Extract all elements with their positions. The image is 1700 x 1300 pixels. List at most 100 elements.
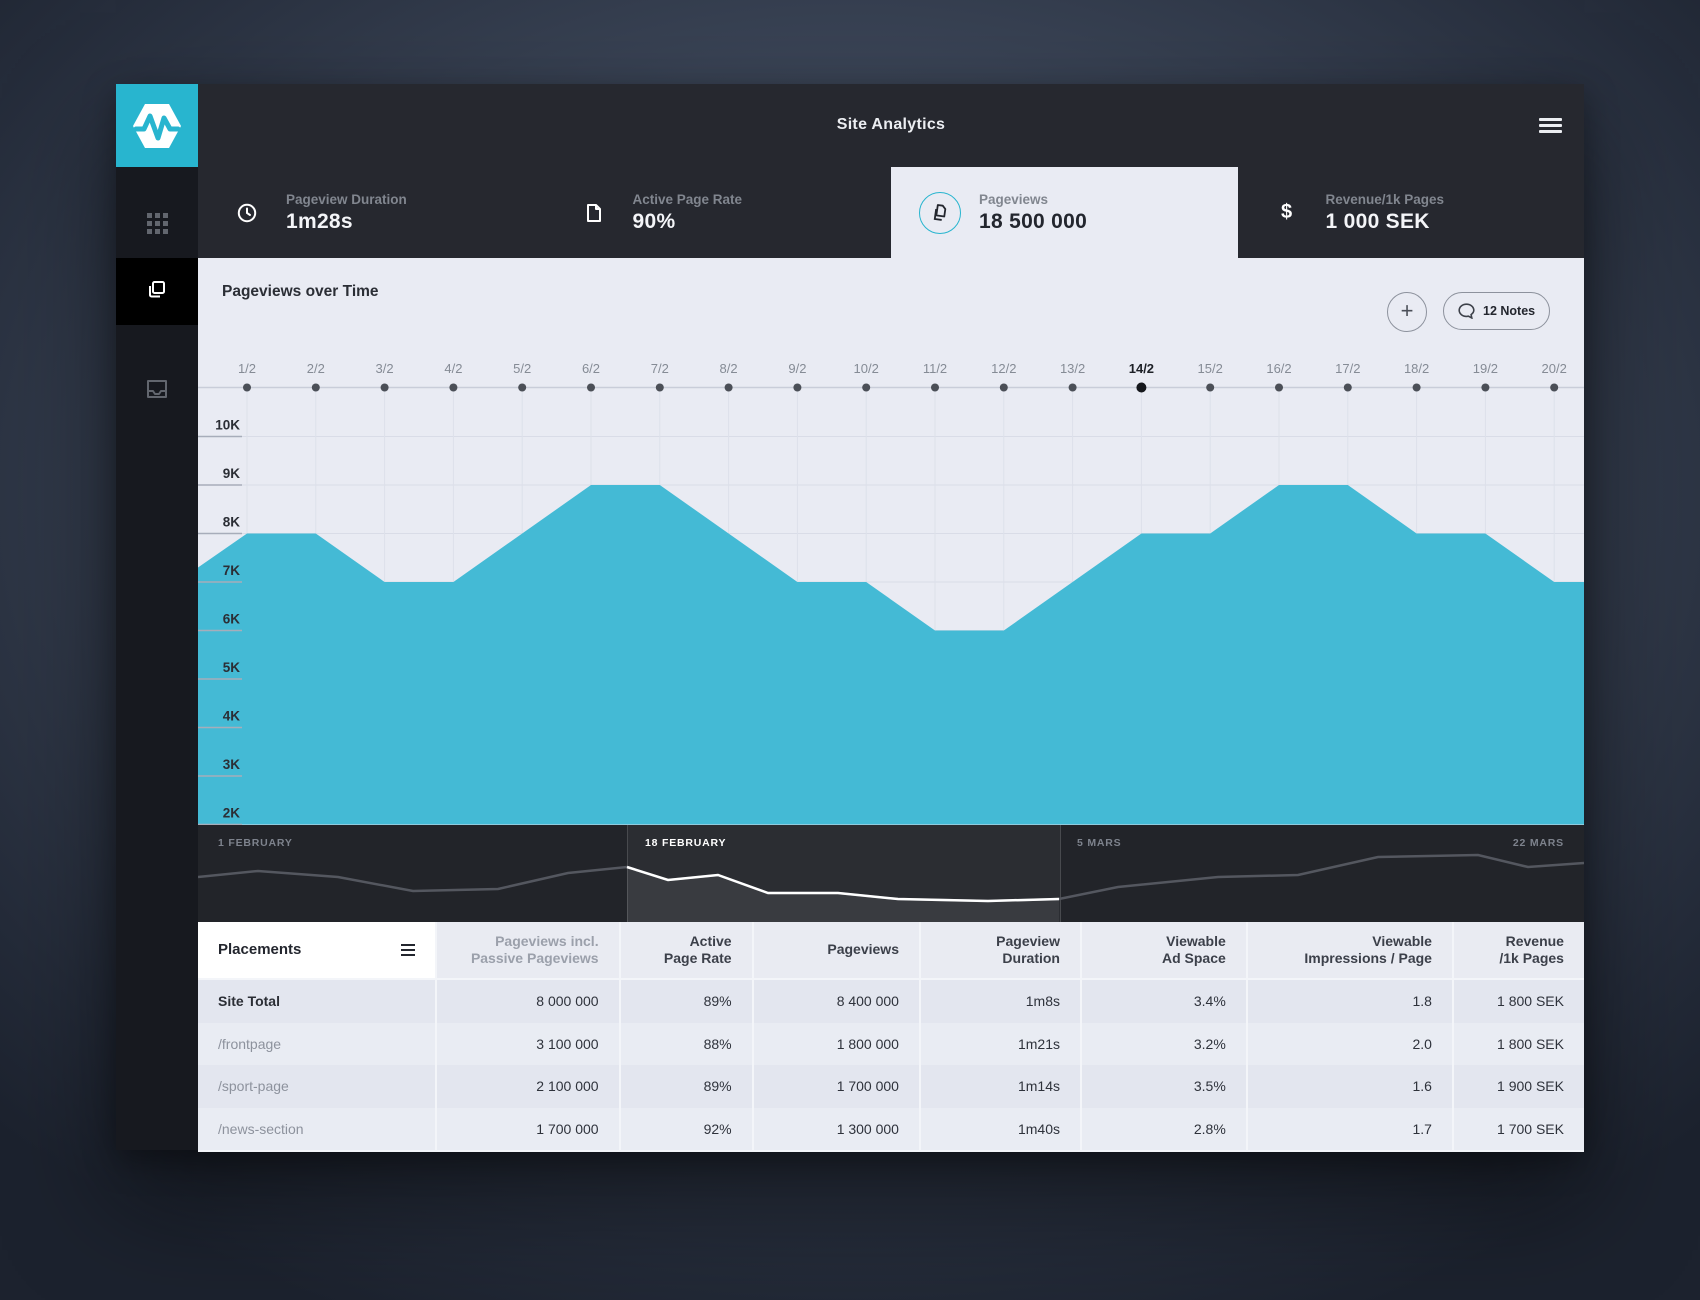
date-dot[interactable]	[311, 383, 320, 392]
kpi-value: 1 000 SEK	[1325, 209, 1430, 233]
kpi-label: Pageview Duration	[286, 191, 407, 207]
x-axis-label[interactable]: 7/2	[651, 361, 669, 376]
date-dot[interactable]	[793, 383, 802, 392]
kpi-tab-pageview-duration[interactable]: Pageview Duration 1m28s	[198, 167, 545, 258]
table-cell: 89%	[618, 1065, 752, 1108]
scrubber-date-label: 22 MARS	[1512, 837, 1564, 849]
sparkline-active	[626, 865, 1060, 903]
column-header-revenue[interactable]: Revenue/1k Pages	[1451, 922, 1584, 980]
add-note-button[interactable]: +	[1387, 292, 1427, 332]
date-dot[interactable]	[1412, 383, 1421, 392]
table-cell: 3 100 000	[435, 1022, 619, 1065]
date-dot[interactable]	[1275, 383, 1283, 392]
x-axis-label[interactable]: 19/2	[1473, 361, 1498, 376]
x-axis-label[interactable]: 4/2	[444, 361, 462, 376]
date-dot[interactable]	[931, 383, 939, 392]
column-header-label: Revenue/1k Pages	[1499, 932, 1564, 967]
date-dot[interactable]	[518, 383, 527, 392]
date-dot[interactable]	[243, 383, 251, 392]
date-dot[interactable]	[1343, 383, 1352, 392]
kpi-tab-revenue-1k-pages[interactable]: $ Revenue/1k Pages 1 000 SEK	[1238, 167, 1585, 258]
x-axis-label[interactable]: 15/2	[1198, 361, 1223, 376]
x-axis-label[interactable]: 17/2	[1335, 361, 1360, 376]
y-axis-label: 4K	[223, 709, 241, 724]
x-axis-label[interactable]: 11/2	[923, 361, 947, 376]
date-dot[interactable]	[1550, 383, 1559, 392]
column-header-pageview[interactable]: Pageview Duration	[918, 922, 1080, 980]
column-header-active[interactable]: Active Page Rate	[618, 922, 752, 980]
analytics-window: Site Analytics Pageview Duration 1m28s Act…	[116, 84, 1584, 1152]
y-axis-label: 9K	[223, 466, 241, 481]
table-cell: 1 700 SEK	[1451, 1107, 1584, 1150]
column-header-pageviews[interactable]: Pageviews	[751, 922, 919, 980]
timeline-scrubber[interactable]: 1 FEBRUARY 18 FEBRUARY 5 MARS 22 MARS	[198, 825, 1584, 922]
date-dot[interactable]	[587, 383, 595, 392]
y-axis-label: 7K	[223, 563, 241, 578]
sort-menu-icon[interactable]	[401, 941, 415, 959]
x-axis-label[interactable]: 8/2	[720, 361, 738, 376]
x-axis-label[interactable]: 5/2	[513, 361, 531, 376]
sidebar-item-inbox[interactable]	[116, 358, 198, 425]
table-row--news-section[interactable]: /news-section 1 700 000 92% 1 300 000 1m40s 2…	[198, 1107, 1584, 1152]
table-cell: 3.4%	[1079, 980, 1246, 1023]
area-series-pageviews[interactable]	[198, 485, 1584, 825]
kpi-tab-active-page-rate[interactable]: Active Page Rate 90%	[545, 167, 892, 258]
date-dot[interactable]	[862, 383, 871, 392]
x-axis-label[interactable]: 16/2	[1266, 361, 1291, 376]
hamburger-icon[interactable]	[1539, 118, 1562, 133]
x-axis-label[interactable]: 6/2	[582, 361, 600, 376]
x-axis-label[interactable]: 2/2	[307, 361, 325, 376]
date-dot[interactable]	[380, 383, 389, 392]
date-dot[interactable]	[1206, 383, 1215, 392]
table-cell: 1.6	[1245, 1065, 1452, 1108]
chart-title: Pageviews over Time	[222, 283, 379, 300]
plus-icon: +	[1400, 297, 1414, 323]
x-axis-label-selected[interactable]: 14/2	[1129, 361, 1154, 376]
kpi-tab-pageviews[interactable]: Pageviews 18 500 000	[891, 167, 1238, 258]
x-axis-label[interactable]: 13/2	[1060, 361, 1085, 376]
page-icon	[571, 203, 617, 223]
notes-button[interactable]: 12 Notes	[1443, 292, 1551, 330]
x-axis-label[interactable]: 3/2	[376, 361, 394, 376]
kpi-tab-bar: Pageview Duration 1m28s Active Page Rate 90…	[198, 167, 1584, 258]
date-dot[interactable]	[1481, 383, 1490, 392]
kpi-value: 1m28s	[286, 209, 353, 233]
app-logo[interactable]	[116, 84, 198, 167]
x-axis-label[interactable]: 18/2	[1404, 361, 1429, 376]
y-axis-label: 2K	[223, 806, 241, 821]
x-axis-label[interactable]: 9/2	[788, 361, 806, 376]
sidebar	[116, 84, 198, 1150]
y-axis-label: 8K	[223, 515, 241, 530]
date-dot[interactable]	[449, 383, 458, 392]
column-header-placements[interactable]: Placements	[198, 922, 435, 980]
table-cell: 3.2%	[1079, 1022, 1246, 1065]
table-row--sport-page[interactable]: /sport-page 2 100 000 89% 1 700 000 1m14s 3.5…	[198, 1065, 1584, 1110]
x-axis-label[interactable]: 1/2	[238, 361, 256, 376]
x-axis-label[interactable]: 12/2	[991, 361, 1016, 376]
pageviews-area-chart[interactable]: 10K 9K 8K 7K 6K 5K 4K 3K 2K 1/2 2/2 3/2 4/2 5/2 6/2 7/2…	[198, 258, 1584, 825]
date-dot-selected[interactable]	[1136, 382, 1147, 393]
chart-panel: 10K 9K 8K 7K 6K 5K 4K 3K 2K 1/2 2/2 3/2 4/2 5/2 6/2 7/2…	[198, 258, 1584, 825]
placements-table: Placements Pageviews incl. Passive Pagevie…	[198, 922, 1584, 1152]
column-header-label: Pageviews incl. Passive Pageviews	[470, 932, 599, 967]
x-axis-label[interactable]: 20/2	[1542, 361, 1567, 376]
placement-name: Site Total	[218, 993, 280, 1010]
sidebar-item-pages-copy[interactable]	[116, 258, 198, 325]
column-header-pageviews-incl-[interactable]: Pageviews incl. Passive Pageviews	[435, 922, 619, 980]
table-header-row: Placements Pageviews incl. Passive Pagevie…	[198, 922, 1584, 980]
column-header-viewable[interactable]: Viewable Ad Space	[1079, 922, 1246, 980]
x-axis-label[interactable]: 10/2	[854, 361, 879, 376]
sidebar-item-apps-grid[interactable]	[116, 190, 198, 257]
table-cell: 2 100 000	[435, 1065, 619, 1108]
date-dot[interactable]	[999, 383, 1008, 392]
top-bar: Site Analytics	[198, 84, 1584, 167]
date-dot[interactable]	[724, 383, 733, 392]
date-dot[interactable]	[655, 383, 664, 392]
table-row--frontpage[interactable]: /frontpage 3 100 000 88% 1 800 000 1m21s 3.2%…	[198, 1022, 1584, 1067]
date-dot[interactable]	[1068, 383, 1077, 392]
column-header-viewable[interactable]: Viewable Impressions / Page	[1245, 922, 1452, 980]
table-cell: 1m14s	[918, 1065, 1080, 1108]
table-row-site-total[interactable]: Site Total 8 000 000 89% 8 400 000 1m8s 3.4% 1…	[198, 980, 1584, 1025]
scrubber-selection-window[interactable]	[627, 825, 1061, 922]
table-cell: 1.8	[1245, 980, 1452, 1023]
